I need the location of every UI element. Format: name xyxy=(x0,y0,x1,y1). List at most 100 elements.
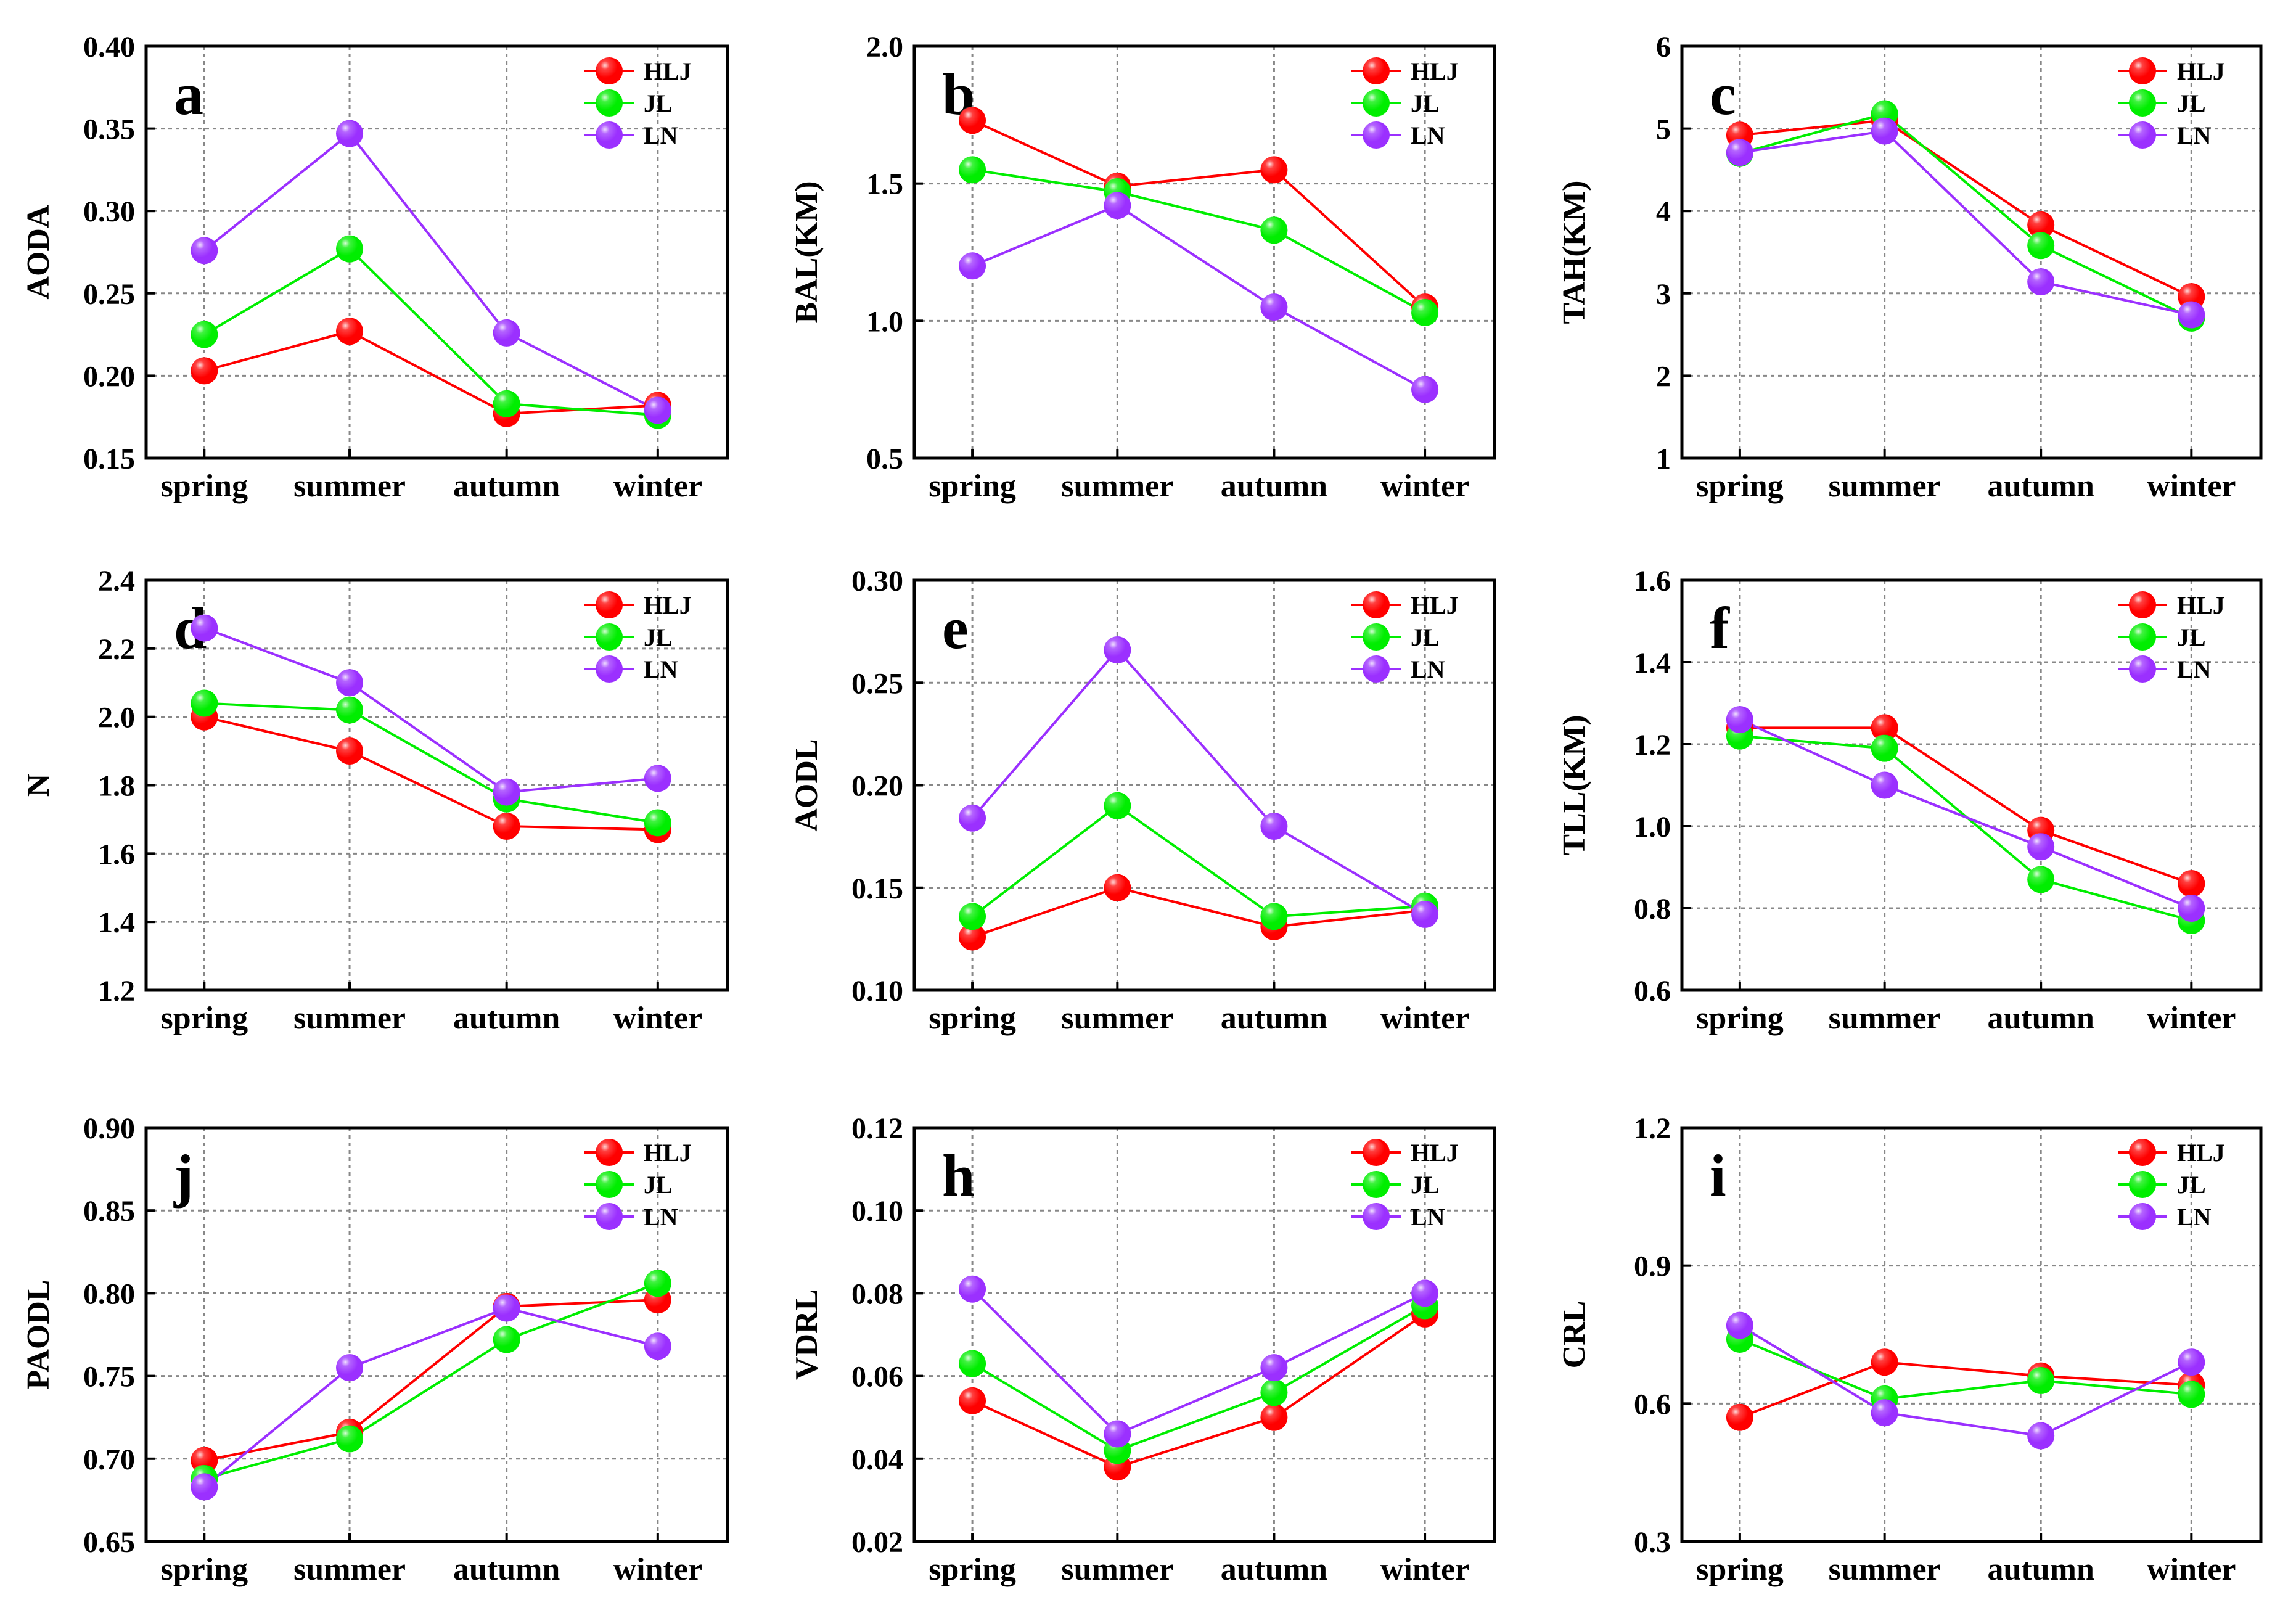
y-tick-label: 1.0 xyxy=(866,305,903,338)
data-point-hlj xyxy=(1104,874,1131,901)
x-tick-label: summer xyxy=(293,1552,406,1587)
y-tick-label: 1 xyxy=(1656,443,1671,475)
legend-marker-hlj xyxy=(1363,591,1390,618)
y-axis-label: VDRL xyxy=(789,1289,824,1380)
data-point-hlj xyxy=(336,737,364,765)
series-line-ln xyxy=(203,626,658,794)
legend-marker-hlj xyxy=(1363,1139,1390,1166)
series-line-jl xyxy=(972,168,1426,314)
legend-marker-jl xyxy=(1363,1171,1390,1198)
y-tick-label: 0.35 xyxy=(83,113,135,146)
data-point-ln xyxy=(1260,293,1288,321)
series-line-ln xyxy=(1739,1324,2192,1437)
legend-marker-hlj xyxy=(596,1139,623,1166)
x-tick-label: autumn xyxy=(453,469,560,504)
y-tick-label: 0.8 xyxy=(1634,893,1671,926)
y-tick-label: 1.5 xyxy=(866,168,903,201)
legend-label-hlj: HLJ xyxy=(2177,591,2225,619)
data-point-ln xyxy=(644,396,671,424)
series-line-jl xyxy=(972,1304,1426,1452)
y-axis-label: CRL xyxy=(1557,1301,1592,1369)
legend: HLJ JL LN xyxy=(1351,57,1459,149)
x-tick-label: spring xyxy=(160,469,248,504)
y-tick-label: 0.30 xyxy=(851,565,903,597)
data-point-ln xyxy=(336,669,364,697)
x-tick-label: spring xyxy=(1696,1001,1784,1036)
series-line-ln xyxy=(1739,129,2192,316)
legend-marker-jl xyxy=(1363,89,1390,117)
data-point-jl xyxy=(493,1326,520,1353)
y-tick-label: 0.6 xyxy=(1634,1388,1671,1421)
legend-marker-jl xyxy=(596,1171,623,1198)
data-point-ln xyxy=(2027,268,2055,296)
x-tick-label: winter xyxy=(1380,1001,1469,1036)
y-tick-label: 2.2 xyxy=(98,633,135,666)
data-point-jl xyxy=(336,1425,364,1453)
y-tick-label: 1.2 xyxy=(1634,729,1671,761)
panel-letter: e xyxy=(942,595,969,661)
y-tick-label: 0.3 xyxy=(1634,1526,1671,1559)
series-line-ln xyxy=(203,131,658,412)
plot-frame xyxy=(912,578,1496,992)
legend-marker-hlj xyxy=(2129,591,2156,618)
legend-marker-ln xyxy=(2129,655,2156,683)
y-tick-label: 0.6 xyxy=(1634,975,1671,1008)
y-tick-label: 0.70 xyxy=(83,1443,135,1476)
legend-label-jl: JL xyxy=(2177,623,2206,651)
data-point-hlj xyxy=(1871,1348,1898,1376)
x-tick-label: winter xyxy=(2147,469,2236,504)
legend-marker-ln xyxy=(1363,655,1390,683)
x-tick-label: autumn xyxy=(453,1001,560,1036)
legend-marker-hlj xyxy=(1363,57,1390,84)
y-tick-label: 1.8 xyxy=(98,770,135,803)
legend-label-hlj: HLJ xyxy=(1411,57,1459,85)
series-line-hlj xyxy=(1739,119,2192,298)
legend-label-hlj: HLJ xyxy=(2177,1139,2225,1167)
y-tick-label: 0.20 xyxy=(851,770,903,803)
series-line-hlj xyxy=(972,1313,1426,1469)
x-tick-label: autumn xyxy=(1987,469,2094,504)
plot-frame xyxy=(1680,44,2263,460)
y-tick-label: 0.80 xyxy=(83,1278,135,1310)
y-axis-label: N xyxy=(21,774,56,797)
panel-letter: c xyxy=(1710,61,1736,127)
data-point-ln xyxy=(1726,1311,1753,1339)
x-tick-label: summer xyxy=(1829,1552,1941,1587)
y-tick-label: 0.06 xyxy=(851,1361,903,1393)
chart-panel-e: 0.10 0.15 0.20 0.25 0.30 spring summer autumn wi… xyxy=(789,565,1496,1036)
legend-marker-ln xyxy=(1363,121,1390,149)
data-point-jl xyxy=(2027,1367,2055,1395)
data-point-hlj xyxy=(1871,714,1898,742)
x-tick-label: autumn xyxy=(1221,1552,1327,1587)
data-point-ln xyxy=(2178,1348,2205,1376)
y-tick-label: 0.9 xyxy=(1634,1250,1671,1283)
series-line-hlj xyxy=(203,330,658,415)
legend-label-jl: JL xyxy=(2177,89,2206,117)
legend-label-ln: LN xyxy=(1411,655,1445,683)
series-line-ln xyxy=(972,204,1426,391)
series-line-hlj xyxy=(972,119,1426,308)
chart-panel-i: 0.3 0.6 0.9 1.2 spring summer autumn winter CRL i… xyxy=(1557,1112,2263,1587)
legend-label-ln: LN xyxy=(644,1203,678,1231)
legend: HLJ JL LN xyxy=(1351,1139,1459,1231)
data-point-ln xyxy=(1871,771,1898,799)
data-point-ln xyxy=(336,120,364,147)
data-point-ln xyxy=(959,804,986,832)
y-tick-label: 0.75 xyxy=(83,1361,135,1393)
y-tick-label: 1.6 xyxy=(98,838,135,871)
x-tick-label: autumn xyxy=(1987,1552,2094,1587)
legend-label-ln: LN xyxy=(644,121,678,149)
y-tick-label: 1.2 xyxy=(1634,1112,1671,1145)
chart-panel-h: 0.02 0.04 0.06 0.08 0.10 0.12 spring summer autu… xyxy=(789,1112,1496,1587)
data-point-ln xyxy=(191,614,218,642)
y-tick-label: 2.4 xyxy=(98,565,135,597)
legend-marker-jl xyxy=(2129,1171,2156,1198)
data-point-jl xyxy=(191,689,218,717)
series-line-jl xyxy=(1739,112,2192,319)
data-point-jl xyxy=(959,1350,986,1377)
legend: HLJ JL LN xyxy=(584,1139,692,1231)
x-tick-label: autumn xyxy=(1987,1001,2094,1036)
plot-frame xyxy=(144,1126,729,1543)
data-point-ln xyxy=(2027,1422,2055,1450)
legend-label-ln: LN xyxy=(2177,655,2212,683)
